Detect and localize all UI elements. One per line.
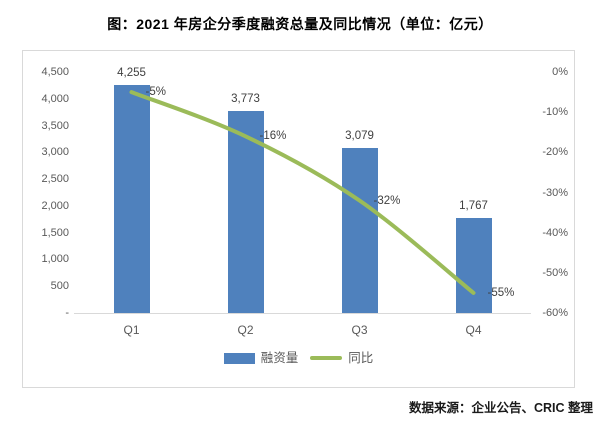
line-path [129, 90, 476, 295]
bar [113, 85, 150, 313]
y-axis-tick-right: -10% [542, 106, 568, 119]
chart-title: 图：2021 年房企分季度融资总量及同比情况（单位：亿元） [107, 16, 493, 32]
y-axis-tick-left: 3,500 [41, 119, 69, 132]
source-note: 数据来源：企业公告、CRIC 整理 [408, 401, 593, 415]
x-axis-label: Q3 [351, 323, 368, 337]
y-axis-tick-left: 3,000 [41, 146, 69, 159]
chart-frame: 4,500 4,000 3,500 3,000 2,500 2,000 1,500 1,000… [22, 50, 575, 388]
x-axis-label: Q4 [465, 323, 482, 337]
line-point-label: -5% [145, 86, 166, 99]
bar-value-label: 3,079 [345, 130, 374, 143]
y-axis-tick-right: -50% [542, 266, 568, 279]
y-axis-tick-right: -40% [542, 226, 568, 239]
bar [227, 110, 264, 313]
x-axis-label: Q1 [123, 323, 140, 337]
bar [341, 148, 378, 313]
y-axis-tick-left: 1,500 [41, 226, 69, 239]
legend-item: 融资量 [223, 351, 299, 365]
y-axis-tick-left: 2,000 [41, 199, 69, 212]
y-axis-tick-right: -30% [542, 186, 568, 199]
line-point-label: -32% [373, 194, 401, 207]
y-axis-tick-left: 4,000 [41, 92, 69, 105]
bar-value-label: 3,773 [231, 92, 260, 105]
bar-value-label: 4,255 [117, 67, 146, 80]
y-axis-tick-right: -20% [542, 146, 568, 159]
bar [455, 218, 492, 313]
legend-label: 融资量 [260, 351, 299, 365]
x-axis-label: Q2 [237, 323, 254, 337]
legend-bar-swatch-icon [223, 352, 255, 364]
y-axis-tick-left: 2,500 [41, 173, 69, 186]
legend-label: 同比 [348, 351, 374, 365]
line-point-label: -16% [259, 130, 287, 143]
line-point-label: -55% [487, 286, 515, 299]
y-axis-tick-right: 0% [552, 66, 568, 78]
x-axis-line [74, 313, 531, 314]
legend: 融资量 同比 [23, 350, 574, 366]
y-axis-tick-left: - [65, 307, 69, 319]
bar-value-label: 1,767 [459, 200, 488, 213]
legend-line-swatch-icon [310, 356, 343, 360]
y-axis-tick-left: 1,000 [41, 253, 69, 266]
y-axis-tick-right: -60% [542, 307, 568, 319]
y-axis-tick-left: 500 [50, 280, 69, 293]
y-axis-tick-left: 4,500 [41, 66, 69, 78]
legend-item: 同比 [310, 351, 373, 365]
